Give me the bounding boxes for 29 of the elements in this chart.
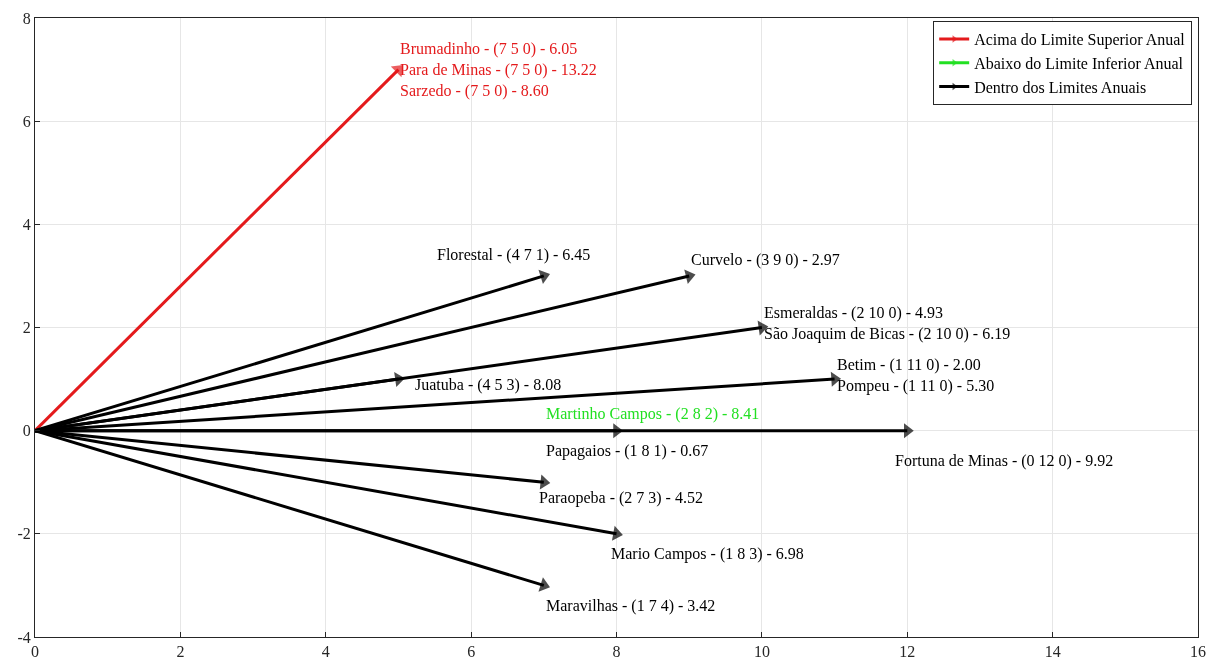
x-tick-label: 16 xyxy=(1190,643,1206,661)
x-tick-label: 4 xyxy=(321,643,330,661)
y-tick-label: 6 xyxy=(22,112,31,130)
y-tick-label: 2 xyxy=(22,319,31,337)
y-tick-label: -2 xyxy=(17,525,31,543)
data-label: Betim - (1 11 0) - 2.00 Pompeu - (1 11 0) - 5.30 xyxy=(837,356,995,395)
y-tick-label: 0 xyxy=(22,422,31,440)
x-tick-label: 14 xyxy=(1044,643,1061,661)
data-label: Fortuna de Minas - (0 12 0) - 9.92 xyxy=(895,452,1114,470)
x-tick-label: 8 xyxy=(612,643,621,661)
data-label: Esmeraldas - (2 10 0) - 4.93 São Joaquim de Bicas - (2 10 0) - 6.19 xyxy=(764,304,1011,343)
y-tick-label: 4 xyxy=(22,215,31,233)
legend-label: Dentro dos Limites Anuais xyxy=(974,78,1147,96)
x-tick-label: 10 xyxy=(753,643,770,661)
x-tick-label: 6 xyxy=(467,643,476,661)
y-tick-label: 8 xyxy=(22,9,31,27)
legend-label: Acima do Limite Superior Anual xyxy=(974,31,1186,50)
data-label: Mario Campos - (1 8 3) - 6.98 xyxy=(611,545,804,563)
legend-label: Abaixo do Limite Inferior Anual xyxy=(974,55,1184,73)
data-label: Florestal - (4 7 1) - 6.45 xyxy=(437,246,591,264)
text: Martinho Campos - (2 8 2) - 8.41 xyxy=(546,405,760,422)
data-label: Curvelo - (3 9 0) - 2.97 xyxy=(691,251,840,269)
data-label: Juatuba - (4 5 3) - 8.08 xyxy=(415,376,562,394)
data-label: Paraopeba - (2 7 3) - 4.52 xyxy=(539,489,703,507)
data-label: Maravilhas - (1 7 4) - 3.42 xyxy=(546,597,716,615)
y-tick-label: -4 xyxy=(17,628,31,646)
x-tick-label: 2 xyxy=(176,643,185,661)
x-tick-label: 12 xyxy=(899,643,916,661)
data-label: Papagaios - (1 8 1) - 0.67 xyxy=(546,442,709,460)
